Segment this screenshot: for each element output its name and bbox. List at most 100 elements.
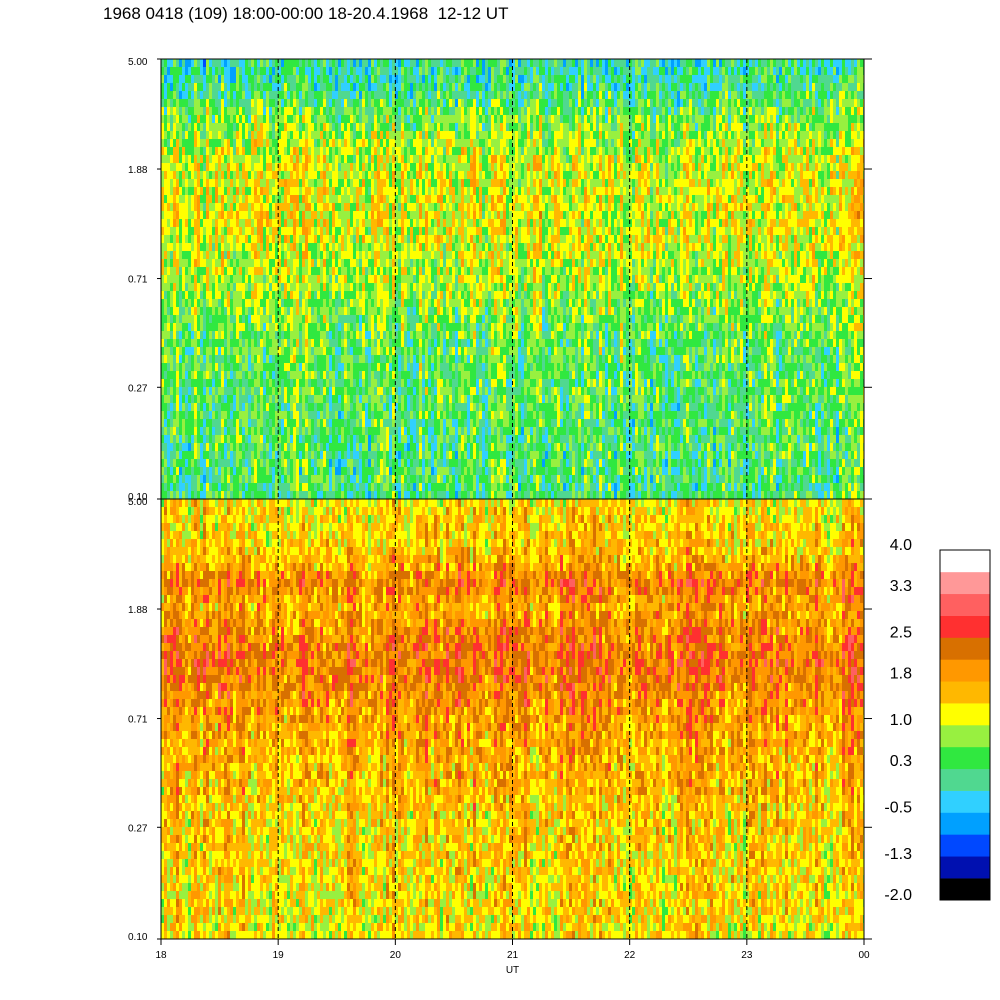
heatmap-cell [182,155,185,163]
heatmap-cell [419,75,422,83]
heatmap-cell [269,67,272,75]
heatmap-cell [191,147,194,155]
heatmap-cell [179,155,182,163]
heatmap-cell [290,387,293,395]
heatmap-cell [320,435,323,443]
heatmap-cell [368,435,371,443]
heatmap-cell [299,107,302,115]
heatmap-cell [413,115,416,123]
heatmap-cell [182,227,185,235]
heatmap-cell [218,387,221,395]
heatmap-cell [254,267,257,275]
heatmap-cell [347,147,350,155]
heatmap-cell [416,275,419,283]
heatmap-cell [215,451,218,459]
heatmap-cell [377,259,380,267]
heatmap-cell [293,387,296,395]
heatmap-cell [332,467,335,475]
heatmap-cell [365,291,368,299]
heatmap-cell [392,283,395,291]
heatmap-cell [410,179,413,187]
heatmap-cell [377,483,380,491]
heatmap-cell [257,435,260,443]
heatmap-cell [311,371,314,379]
heatmap-cell [362,443,365,451]
heatmap-cell [308,371,311,379]
heatmap-cell [170,115,173,123]
heatmap-cell [407,275,410,283]
heatmap-cell [251,91,254,99]
heatmap-cell [218,483,221,491]
heatmap-cell [344,171,347,179]
heatmap-cell [356,123,359,131]
heatmap-cell [326,491,329,499]
heatmap-cell [368,163,371,171]
heatmap-cell [314,147,317,155]
heatmap-cell [215,179,218,187]
heatmap-cell [371,339,374,347]
heatmap-cell [320,267,323,275]
heatmap-cell [293,259,296,267]
heatmap-cell [317,419,320,427]
heatmap-cell [230,75,233,83]
heatmap-cell [173,267,176,275]
heatmap-cell [260,467,263,475]
heatmap-cell [176,195,179,203]
heatmap-cell [368,283,371,291]
heatmap-cell [260,347,263,355]
heatmap-cell [212,99,215,107]
heatmap-cell [245,355,248,363]
heatmap-cell [380,299,383,307]
heatmap-cell [254,427,257,435]
heatmap-cell [371,275,374,283]
heatmap-cell [221,211,224,219]
heatmap-cell [410,83,413,91]
heatmap-cell [284,443,287,451]
heatmap-cell [164,107,167,115]
heatmap-cell [329,291,332,299]
heatmap-cell [191,339,194,347]
heatmap-cell [293,371,296,379]
heatmap-cell [404,331,407,339]
heatmap-cell [419,131,422,139]
heatmap-cell [284,139,287,147]
heatmap-cell [350,427,353,435]
heatmap-cell [266,83,269,91]
heatmap-cell [320,451,323,459]
heatmap-cell [233,323,236,331]
heatmap-cell [329,251,332,259]
heatmap-cell [254,179,257,187]
heatmap-cell [212,371,215,379]
heatmap-cell [239,427,242,435]
heatmap-cell [341,67,344,75]
heatmap-cell [227,187,230,195]
heatmap-cell [164,83,167,91]
heatmap-cell [266,75,269,83]
heatmap-cell [359,227,362,235]
heatmap-cell [374,467,377,475]
heatmap-cell [266,371,269,379]
heatmap-cell [248,339,251,347]
heatmap-cell [266,67,269,75]
heatmap-cell [266,115,269,123]
heatmap-cell [179,67,182,75]
heatmap-cell [323,99,326,107]
heatmap-cell [302,371,305,379]
heatmap-cell [272,195,275,203]
heatmap-cell [332,331,335,339]
heatmap-cell [323,379,326,387]
heatmap-cell [173,355,176,363]
heatmap-cell [320,419,323,427]
heatmap-cell [251,115,254,123]
heatmap-cell [218,371,221,379]
heatmap-cell [272,155,275,163]
heatmap-cell [164,171,167,179]
heatmap-cell [344,203,347,211]
heatmap-cell [173,243,176,251]
heatmap-cell [227,299,230,307]
heatmap-cell [389,427,392,435]
heatmap-cell [179,259,182,267]
heatmap-cell [206,99,209,107]
heatmap-cell [380,67,383,75]
heatmap-cell [404,483,407,491]
